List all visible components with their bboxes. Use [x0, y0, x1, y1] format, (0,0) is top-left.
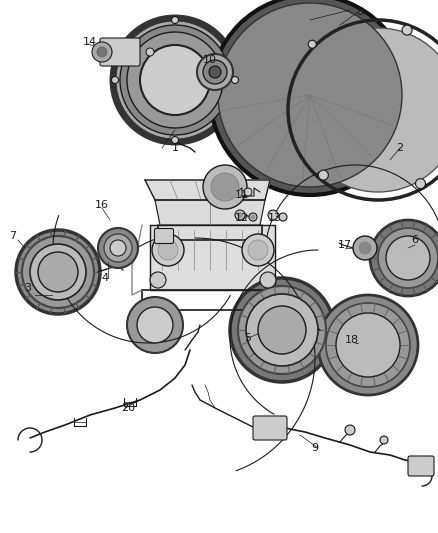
Circle shape — [378, 228, 438, 288]
Circle shape — [260, 272, 276, 288]
FancyBboxPatch shape — [155, 229, 173, 244]
Circle shape — [244, 188, 252, 196]
Circle shape — [296, 28, 438, 192]
Circle shape — [318, 295, 418, 395]
Text: 4: 4 — [102, 273, 109, 283]
Circle shape — [252, 307, 288, 343]
Text: 10: 10 — [203, 55, 217, 65]
Circle shape — [16, 230, 100, 314]
Text: 9: 9 — [311, 443, 318, 453]
Circle shape — [402, 25, 412, 35]
Circle shape — [230, 278, 334, 382]
Circle shape — [146, 48, 154, 56]
Circle shape — [197, 54, 233, 90]
Circle shape — [237, 213, 243, 217]
Circle shape — [359, 242, 371, 254]
Text: 16: 16 — [95, 200, 109, 210]
FancyBboxPatch shape — [253, 416, 287, 440]
Circle shape — [242, 297, 298, 353]
Circle shape — [238, 286, 326, 374]
Polygon shape — [145, 180, 270, 200]
Circle shape — [150, 272, 166, 288]
Circle shape — [386, 236, 430, 280]
Circle shape — [336, 313, 400, 377]
Circle shape — [258, 306, 306, 354]
Text: 11: 11 — [235, 190, 249, 200]
Circle shape — [370, 220, 438, 296]
Text: 17: 17 — [338, 240, 352, 250]
Text: 12: 12 — [235, 213, 249, 223]
Circle shape — [137, 307, 173, 343]
Circle shape — [235, 210, 245, 220]
Circle shape — [113, 18, 237, 142]
Circle shape — [353, 236, 377, 260]
Circle shape — [92, 42, 112, 62]
Circle shape — [209, 66, 221, 78]
Circle shape — [416, 179, 425, 189]
Text: 20: 20 — [121, 403, 135, 413]
Circle shape — [268, 210, 278, 220]
Circle shape — [326, 303, 410, 387]
Polygon shape — [155, 200, 265, 225]
Circle shape — [172, 136, 179, 143]
Circle shape — [203, 60, 227, 84]
Circle shape — [112, 77, 119, 84]
Circle shape — [203, 165, 247, 209]
Circle shape — [232, 77, 239, 84]
Circle shape — [211, 173, 239, 201]
Text: 18: 18 — [345, 335, 359, 345]
Circle shape — [308, 40, 316, 49]
Circle shape — [210, 0, 410, 195]
Circle shape — [251, 215, 255, 219]
Circle shape — [218, 3, 402, 187]
FancyBboxPatch shape — [100, 38, 140, 66]
Circle shape — [127, 297, 183, 353]
Circle shape — [140, 45, 210, 115]
Text: 13: 13 — [268, 213, 282, 223]
Circle shape — [22, 236, 94, 308]
FancyBboxPatch shape — [408, 456, 434, 476]
Circle shape — [248, 240, 268, 260]
Circle shape — [110, 240, 126, 256]
Circle shape — [279, 213, 287, 221]
Circle shape — [152, 234, 184, 266]
Circle shape — [30, 244, 86, 300]
Circle shape — [158, 240, 178, 260]
Text: 6: 6 — [411, 235, 418, 245]
Circle shape — [249, 213, 257, 221]
Circle shape — [97, 47, 107, 57]
Circle shape — [246, 294, 318, 366]
Circle shape — [98, 228, 138, 268]
Circle shape — [120, 25, 230, 135]
Text: 5: 5 — [244, 333, 251, 343]
Circle shape — [318, 170, 328, 180]
Text: 3: 3 — [25, 283, 32, 293]
Circle shape — [127, 32, 223, 128]
Text: 1: 1 — [172, 143, 179, 153]
Circle shape — [172, 17, 179, 23]
Circle shape — [104, 234, 132, 262]
Circle shape — [242, 234, 274, 266]
Text: 7: 7 — [10, 231, 17, 241]
Circle shape — [380, 436, 388, 444]
Polygon shape — [150, 225, 275, 290]
Text: 8: 8 — [357, 7, 364, 17]
Text: 14: 14 — [83, 37, 97, 47]
Circle shape — [38, 252, 78, 292]
Text: 2: 2 — [396, 143, 403, 153]
Circle shape — [345, 425, 355, 435]
